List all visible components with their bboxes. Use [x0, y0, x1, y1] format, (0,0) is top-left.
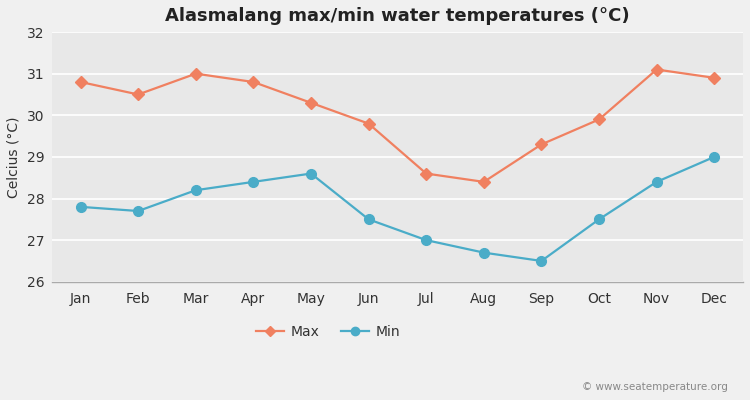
Title: Alasmalang max/min water temperatures (°C): Alasmalang max/min water temperatures (°… [165, 7, 630, 25]
Min [595, 217, 604, 222]
Max [134, 92, 142, 97]
Max [479, 180, 488, 184]
Min [249, 180, 258, 184]
Max [422, 171, 430, 176]
Text: © www.seatemperature.org: © www.seatemperature.org [582, 382, 728, 392]
Max [537, 142, 546, 147]
Max [595, 117, 604, 122]
Min [537, 258, 546, 263]
Max [307, 100, 316, 105]
Min [307, 171, 316, 176]
Min [364, 217, 373, 222]
Min [652, 180, 662, 184]
Min [76, 204, 85, 209]
Y-axis label: Celcius (°C): Celcius (°C) [7, 116, 21, 198]
Min [479, 250, 488, 255]
Min [191, 188, 200, 193]
Max [249, 80, 258, 84]
Line: Min: Min [76, 152, 719, 266]
Max [364, 121, 373, 126]
Min [710, 154, 718, 159]
Line: Max: Max [76, 65, 718, 186]
Legend: Max, Min: Max, Min [251, 320, 406, 345]
Min [134, 209, 142, 214]
Min [422, 238, 430, 242]
Max [710, 76, 718, 80]
Max [191, 71, 200, 76]
Max [76, 80, 85, 84]
Max [652, 67, 662, 72]
